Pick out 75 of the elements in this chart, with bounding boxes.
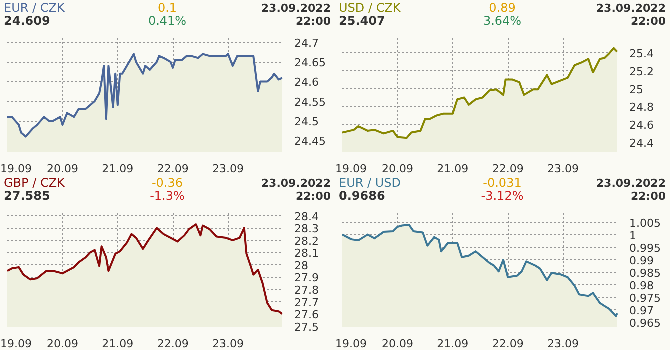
x-tick-label: 23.09 — [212, 162, 244, 176]
chart-subtitle: 27.585 — [4, 189, 50, 203]
y-tick-label: 0.965 — [630, 316, 661, 330]
x-tick-label: 19.09 — [0, 338, 32, 350]
y-tick-label: 1.005 — [630, 216, 661, 230]
y-tick-label: 24.45 — [294, 135, 326, 148]
y-tick-label: 27.9 — [294, 272, 319, 285]
y-tick-label: 27.8 — [294, 284, 319, 297]
text: 22:00 — [296, 15, 331, 28]
text: 22:00 — [296, 190, 331, 203]
chart-subtitle: 24.609 — [4, 14, 50, 28]
text: 0.89 — [489, 1, 516, 15]
text: 23.09.2022 — [261, 2, 331, 15]
x-tick-label: 21.09 — [102, 162, 134, 176]
y-tick-label: 28.4 — [294, 210, 319, 224]
y-tick-label: 1 — [630, 229, 636, 242]
y-tick-label: 25.2 — [630, 65, 654, 78]
y-tick-label: 27.5 — [294, 320, 319, 334]
y-tick-label: 0.985 — [630, 266, 661, 280]
x-tick-label: 20.09 — [46, 162, 78, 176]
y-tick-label: 28.3 — [294, 222, 319, 236]
y-tick-label: 0.995 — [630, 242, 661, 255]
text: 23.09.2022 — [596, 2, 666, 15]
y-tick-label: 0.975 — [630, 292, 661, 305]
x-tick-label: 20.09 — [382, 338, 414, 350]
y-tick-label: 28.2 — [294, 234, 319, 248]
y-tick-label: 24.7 — [294, 36, 319, 50]
text: 3.64% — [483, 14, 522, 28]
text: 0.41% — [148, 14, 187, 28]
y-tick-label: 28.1 — [294, 247, 319, 260]
text: 23.09.2022 — [261, 177, 331, 190]
chart-title: GBP / CZK — [4, 176, 65, 190]
chart-subtitle: 0.9686 — [339, 189, 386, 203]
x-tick-label: 20.09 — [46, 338, 78, 350]
x-tick-label: 20.09 — [382, 162, 414, 176]
x-tick-label: 19.09 — [336, 162, 367, 176]
text: -0.031 — [483, 176, 522, 190]
x-tick-label: 22.09 — [157, 162, 189, 176]
text: -3.12% — [481, 189, 524, 203]
x-tick-label: 23.09 — [548, 162, 580, 176]
x-tick-label: 22.09 — [157, 338, 189, 350]
y-tick-label: 24.65 — [294, 56, 326, 70]
y-tick-label: 27.6 — [294, 308, 319, 322]
text: 22:00 — [630, 190, 666, 203]
y-tick-label: 24.4 — [630, 137, 654, 150]
x-tick-label: 22.09 — [492, 338, 524, 350]
y-tick-label: 24.8 — [630, 101, 654, 114]
y-tick-label: 0.99 — [630, 254, 654, 268]
text: -0.36 — [152, 176, 184, 190]
x-tick-label: 21.09 — [437, 338, 469, 350]
y-tick-label: 28 — [294, 259, 308, 272]
x-tick-label: 21.09 — [102, 338, 134, 350]
chart-title: USD / CZK — [339, 1, 401, 15]
x-tick-label: 21.09 — [437, 162, 469, 176]
text: 0.1 — [158, 1, 178, 15]
chart-title: EUR / CZK — [4, 1, 65, 15]
text: 23.09.2022 — [596, 177, 666, 190]
y-tick-label: 25.4 — [630, 47, 654, 60]
y-tick-label: 0.97 — [630, 304, 654, 318]
text: -1.3% — [150, 189, 185, 203]
y-tick-label: 25 — [630, 83, 644, 96]
y-tick-label: 27.7 — [294, 296, 319, 310]
y-tick-label: 24.5 — [294, 116, 319, 129]
x-tick-label: 19.09 — [336, 338, 367, 350]
x-tick-label: 22.09 — [492, 162, 524, 176]
text: 22:00 — [630, 15, 666, 28]
x-tick-label: 23.09 — [548, 338, 580, 350]
chart-title: EUR / USD — [339, 176, 402, 190]
y-tick-label: 24.6 — [294, 76, 319, 90]
chart-subtitle: 25.407 — [339, 14, 386, 28]
y-tick-label: 24.6 — [630, 119, 654, 132]
x-tick-label: 19.09 — [0, 162, 32, 176]
y-tick-label: 0.98 — [630, 279, 654, 292]
y-tick-label: 24.55 — [294, 96, 326, 109]
x-tick-label: 23.09 — [212, 338, 244, 350]
